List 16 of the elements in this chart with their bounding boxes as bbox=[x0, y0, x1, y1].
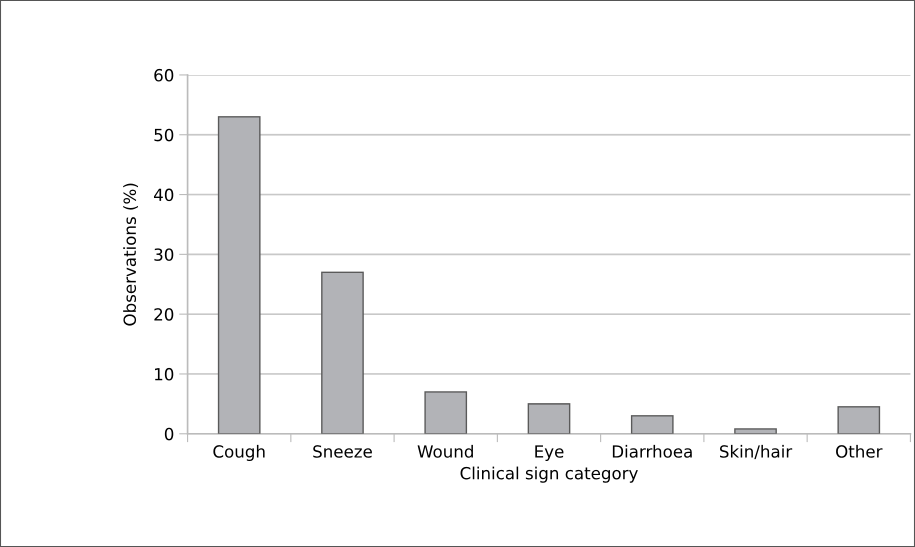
y-tick-label: 50 bbox=[154, 128, 174, 142]
x-tick-label: Sneeze bbox=[313, 445, 372, 458]
x-tick-label: Wound bbox=[418, 444, 473, 458]
x-axis-title: Clinical sign category bbox=[460, 466, 638, 483]
y-tick-label: 10 bbox=[155, 368, 174, 381]
y-tick-label: 0 bbox=[164, 428, 174, 440]
y-tick-label: 40 bbox=[154, 188, 174, 202]
y-tick-label: 30 bbox=[154, 248, 174, 261]
x-tick-label: Eye bbox=[535, 445, 564, 462]
y-tick-label: 20 bbox=[154, 308, 174, 321]
y-axis-title: Observations (%) bbox=[123, 184, 138, 326]
x-tick-label: Skin/hair bbox=[720, 444, 792, 460]
x-tick-label: Diarrhoea bbox=[612, 444, 692, 458]
x-tick-label: Cough bbox=[213, 444, 265, 462]
y-tick-label: 60 bbox=[154, 68, 174, 82]
x-tick-label: Other bbox=[836, 444, 882, 458]
